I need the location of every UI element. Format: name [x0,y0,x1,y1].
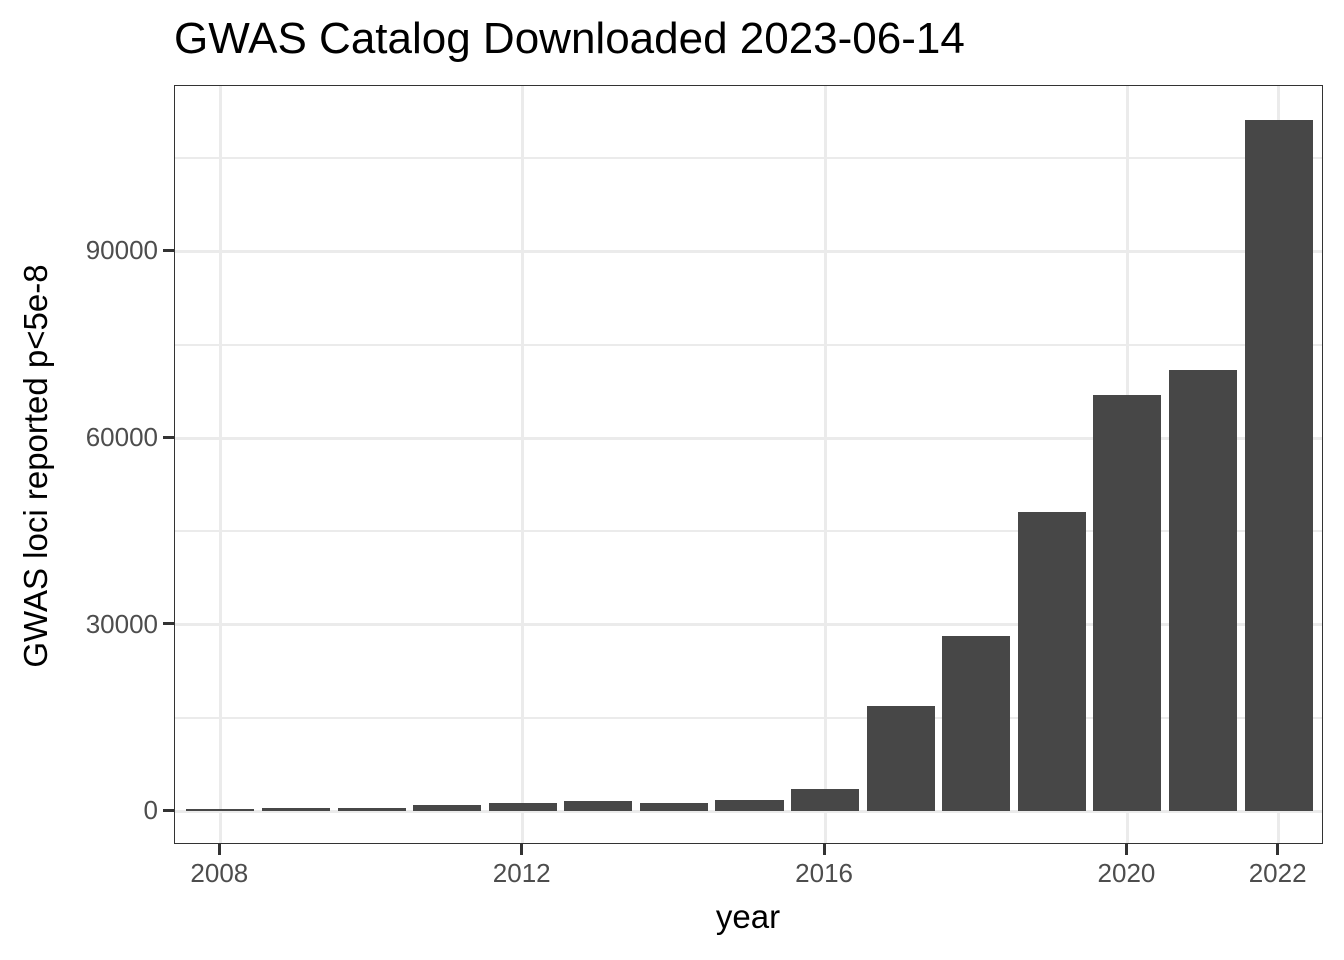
y-tick-label: 60000 [85,422,158,453]
x-tick-label: 2012 [492,858,551,888]
bar-2014 [639,802,708,812]
bar-2021 [1169,369,1238,812]
y-tick-label: 90000 [85,235,158,266]
bar-2015 [715,799,784,812]
x-tick [1124,844,1128,855]
bar-2010 [337,807,406,812]
y-axis-title: GWAS loci reported p<5e-8 [17,264,54,668]
x-tick-label: 2022 [1248,858,1307,888]
chart-title: GWAS Catalog Downloaded 2023-06-14 [174,14,965,63]
major-gridline [175,436,1322,440]
x-tick [520,844,524,855]
plot-panel [174,85,1323,844]
x-tick-label: 2016 [795,858,853,888]
minor-gridline [175,530,1322,533]
y-tick [163,435,174,439]
y-tick [163,248,174,252]
x-tick [822,844,826,855]
y-tick [163,808,174,812]
vertical-gridline [218,86,222,843]
bar-2008 [186,808,255,812]
y-tick [163,622,174,626]
y-tick-label: 0 [143,795,158,826]
y-tick-label: 30000 [85,608,158,639]
bar-2016 [791,788,860,812]
minor-gridline [175,343,1322,346]
bar-2022 [1244,119,1313,812]
bar-2020 [1093,394,1162,812]
x-axis-title: year [715,898,781,935]
x-tick-label: 2020 [1097,858,1156,888]
bar-2009 [261,807,330,812]
x-tick-label: 2008 [190,858,249,888]
minor-gridline [175,157,1322,160]
bar-2019 [1017,511,1086,812]
x-tick [217,844,221,855]
major-gridline [175,623,1322,627]
bar-2013 [564,800,633,812]
x-tick [1276,844,1280,855]
bar-2018 [942,635,1011,812]
bar-2012 [488,802,557,812]
bar-2017 [866,705,935,812]
vertical-gridline [823,86,827,843]
minor-gridline [175,717,1322,720]
major-gridline [175,249,1322,253]
major-gridline [175,809,1322,813]
bar-2011 [413,804,482,812]
vertical-gridline [521,86,525,843]
